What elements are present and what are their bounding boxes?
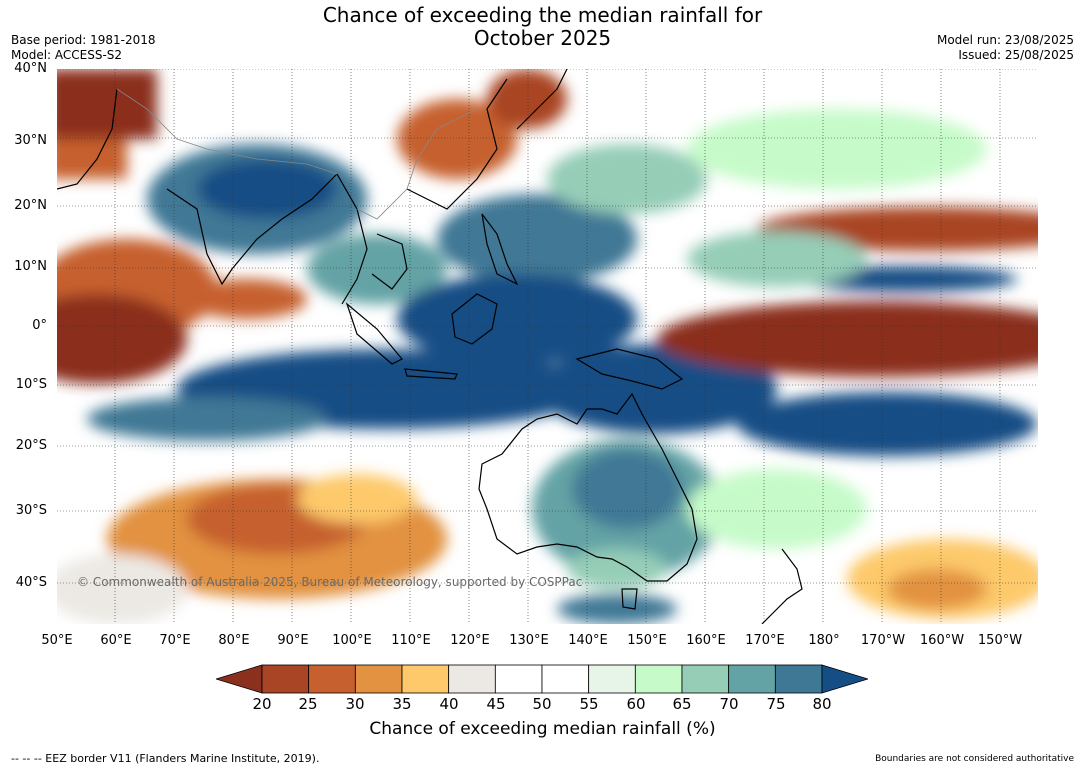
eez-legend: -- -- -- EEZ border V11 (Flanders Marine…	[11, 752, 320, 765]
lat-label-20n: 20°N	[14, 198, 47, 213]
australia-coastline	[478, 392, 698, 582]
colorbar-tick-60: 60	[626, 695, 646, 713]
lon-label-100e: 100°E	[332, 633, 372, 648]
colorbar-tick-65: 65	[672, 695, 692, 713]
rainfall-map: © Commonwealth of Australia 2025, Bureau…	[57, 69, 1038, 624]
lon-label-140e: 140°E	[568, 633, 608, 648]
new-zealand-coastline	[761, 548, 803, 624]
colorbar-segment	[448, 664, 496, 694]
lon-label-160e: 160°E	[686, 633, 726, 648]
map-title: Chance of exceeding the median rainfall …	[0, 4, 1085, 50]
metadata-right: Model run: 23/08/2025 Issued: 25/08/2025	[937, 33, 1074, 63]
lon-label-160w: 160°W	[919, 633, 965, 648]
colorbar-tick-30: 30	[345, 695, 365, 713]
metadata-left: Base period: 1981-2018 Model: ACCESS-S2	[11, 33, 156, 63]
lon-label-110e: 110°E	[391, 633, 431, 648]
lat-label-0: 0°	[32, 318, 47, 333]
lon-label-170w: 170°W	[860, 633, 906, 648]
arabia-coastline	[57, 88, 118, 190]
lat-label-20s: 20°S	[15, 438, 47, 453]
colorbar-tick-20: 20	[252, 695, 272, 713]
lon-label-70e: 70°E	[159, 633, 191, 648]
model-name: Model: ACCESS-S2	[11, 48, 123, 62]
colorbar-segment	[774, 664, 823, 694]
lon-label-130e: 130°E	[509, 633, 549, 648]
lon-label-150e: 150°E	[627, 633, 667, 648]
colorbar-segment	[634, 664, 683, 694]
lon-label-60e: 60°E	[100, 633, 132, 648]
india-coastline	[166, 173, 338, 286]
map-gridlines	[57, 69, 1038, 624]
issued-date: Issued: 25/08/2025	[958, 48, 1074, 62]
colorbar-segment	[541, 664, 590, 694]
colorbar-over-triangle	[821, 664, 868, 694]
lat-label-10s: 10°S	[15, 377, 47, 392]
copyright-notice: © Commonwealth of Australia 2025, Bureau…	[77, 575, 582, 589]
lat-label-40s: 40°S	[15, 575, 47, 590]
lat-label-30n: 30°N	[14, 133, 47, 148]
coastlines	[57, 69, 803, 624]
colorbar-segment	[728, 664, 776, 694]
colorbar-tick-70: 70	[719, 695, 739, 713]
colorbar-segment	[588, 664, 636, 694]
colorbar-tick-75: 75	[766, 695, 786, 713]
colorbar-tick-35: 35	[392, 695, 412, 713]
colorbar-segment	[681, 664, 730, 694]
colorbar-tick-50: 50	[532, 695, 552, 713]
japan-coastline	[516, 69, 568, 130]
lon-label-150w: 150°W	[977, 633, 1023, 648]
colorbar-tick-80: 80	[812, 695, 832, 713]
lat-label-30s: 30°S	[15, 503, 47, 518]
lat-label-40n: 40°N	[14, 61, 47, 76]
colorbar-under-triangle	[216, 664, 263, 694]
lon-label-50e: 50°E	[41, 633, 73, 648]
colorbar-segment	[308, 664, 356, 694]
colorbar-segment	[354, 664, 403, 694]
colorbar-tick-55: 55	[579, 695, 599, 713]
colorbar-segment	[401, 664, 450, 694]
lon-label-170e: 170°E	[745, 633, 785, 648]
country-borders	[116, 88, 478, 220]
philippines-coastline	[481, 213, 519, 286]
model-run: Model run: 23/08/2025	[936, 33, 1074, 47]
lon-label-180: 180°	[808, 633, 840, 648]
colorbar-segment	[494, 664, 543, 694]
colorbar-tick-40: 40	[439, 695, 459, 713]
southeast-asia-coastline	[336, 78, 508, 305]
sumatra-coastline	[345, 302, 403, 365]
title-line-1: Chance of exceeding the median rainfall …	[322, 3, 763, 27]
tasmania-coastline	[621, 588, 638, 610]
title-line-2: October 2025	[473, 26, 612, 50]
colorbar-segment	[261, 664, 310, 694]
colorbar-tick-45: 45	[486, 695, 506, 713]
disclaimer: Boundaries are not considered authoritat…	[875, 754, 1074, 764]
colorbar	[216, 664, 868, 694]
java-coastline	[404, 368, 458, 380]
new-guinea-coastline	[575, 348, 684, 390]
colorbar-tick-25: 25	[298, 695, 318, 713]
lon-label-90e: 90°E	[277, 633, 309, 648]
borneo-coastline	[451, 293, 498, 345]
lon-label-80e: 80°E	[218, 633, 250, 648]
lat-label-10n: 10°N	[14, 259, 47, 274]
colorbar-label: Chance of exceeding median rainfall (%)	[369, 719, 716, 739]
base-period: Base period: 1981-2018	[11, 33, 156, 47]
lon-label-120e: 120°E	[450, 633, 490, 648]
